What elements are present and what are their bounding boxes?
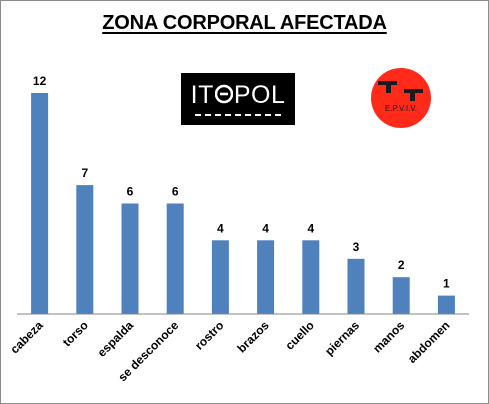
- itepol-logo-text: IT POL: [190, 81, 286, 109]
- data-label-espalda: 6: [127, 185, 134, 199]
- itepol-e-icon: [214, 84, 234, 104]
- itepol-logo-dash: [195, 114, 281, 116]
- bar-rostro: [211, 240, 229, 314]
- pistol-icon: [378, 81, 423, 101]
- chart-title: ZONA CORPORAL AFECTADA: [102, 12, 387, 34]
- data-label-rostro: 4: [217, 221, 224, 235]
- bar-cabeza: [31, 93, 49, 314]
- data-label-abdomen: 1: [443, 277, 450, 291]
- bar-manos: [392, 277, 410, 314]
- x-tick-label-rostro: rostro: [192, 318, 226, 352]
- x-tick-label-brazos: brazos: [234, 318, 271, 355]
- x-tick-label-piernas: piernas: [322, 318, 362, 358]
- data-label-cabeza: 12: [33, 74, 47, 88]
- x-tick-label-abdomen: abdomen: [405, 318, 453, 366]
- bar-torso: [76, 185, 94, 314]
- x-tick-label-manos: manos: [370, 318, 407, 355]
- data-label-se-desconoce: 6: [172, 185, 179, 199]
- data-label-torso: 7: [81, 166, 88, 180]
- x-tick-label-torso: torso: [60, 318, 91, 349]
- bar-se-desconoce: [166, 203, 184, 314]
- x-tick-label-cabeza: cabeza: [8, 318, 46, 356]
- data-label-brazos: 4: [262, 221, 269, 235]
- bar-piernas: [347, 258, 365, 315]
- data-label-piernas: 3: [353, 240, 360, 254]
- itepol-logo: IT POL: [181, 73, 295, 125]
- data-label-cuello: 4: [307, 221, 314, 235]
- bar-brazos: [257, 240, 275, 314]
- bar-cuello: [302, 240, 320, 314]
- x-tick-label-cuello: cuello: [282, 318, 316, 352]
- bar-abdomen: [437, 295, 455, 314]
- data-label-manos: 2: [398, 258, 405, 272]
- epviv-logo: E.P.V.I.V.: [371, 68, 431, 128]
- bar-espalda: [121, 203, 139, 314]
- epviv-logo-text: E.P.V.I.V.: [385, 104, 417, 113]
- x-tick-label-espalda: espalda: [95, 318, 137, 360]
